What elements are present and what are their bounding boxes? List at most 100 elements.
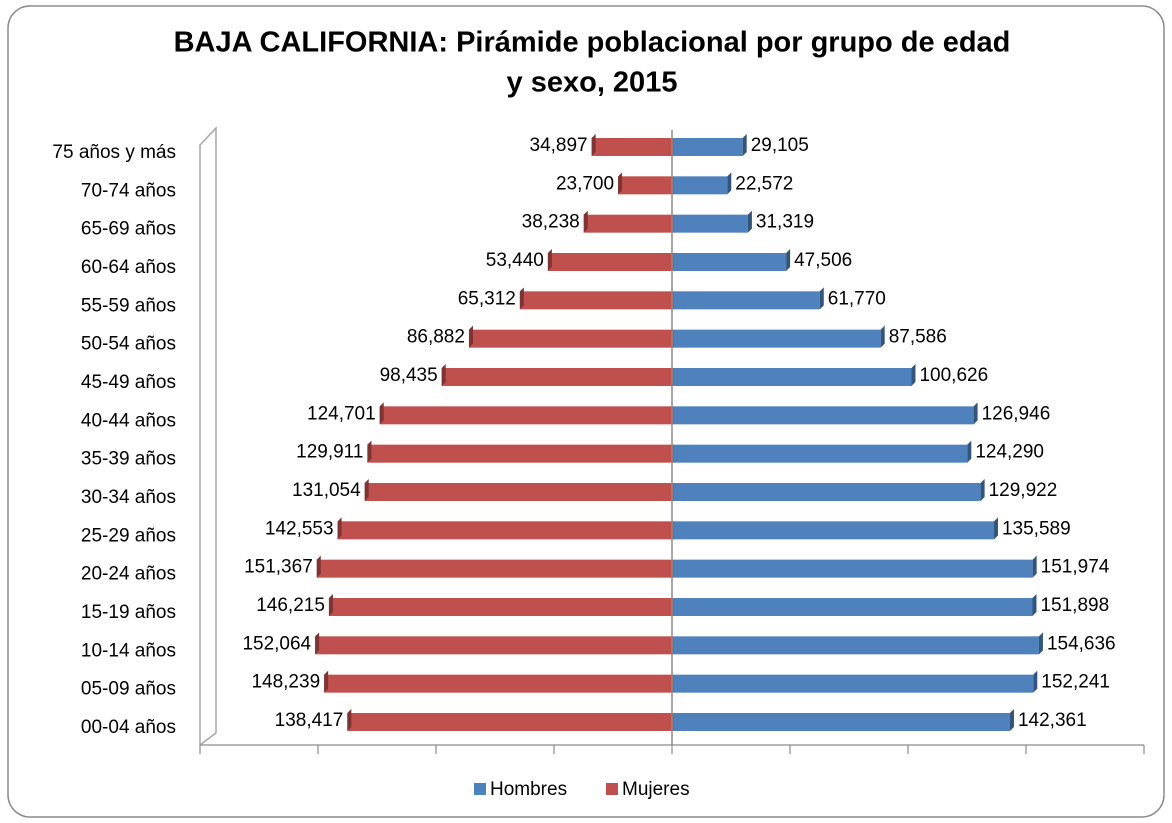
bar — [674, 291, 820, 310]
bar-side — [591, 134, 596, 156]
data-label: 100,626 — [919, 365, 988, 386]
bar-side — [519, 287, 524, 310]
data-label: 126,946 — [982, 403, 1051, 424]
legend-swatch — [474, 783, 486, 795]
bar — [674, 444, 968, 463]
data-label: 22,572 — [735, 173, 793, 194]
bar-side — [1038, 632, 1043, 655]
bar — [315, 636, 674, 655]
bar-side — [618, 172, 623, 195]
data-label: 142,361 — [1018, 710, 1087, 731]
data-label: 98,435 — [380, 365, 438, 386]
data-label: 131,054 — [292, 480, 361, 501]
bar-side — [1032, 555, 1037, 578]
bar — [364, 483, 674, 501]
data-label: 65,312 — [458, 288, 516, 309]
data-label: 61,770 — [828, 288, 886, 309]
bar — [674, 713, 1010, 731]
bar-side — [980, 479, 985, 501]
data-label: 129,911 — [296, 442, 363, 463]
data-label: 151,974 — [1041, 557, 1110, 578]
data-label: 29,105 — [751, 135, 809, 156]
bar-side — [337, 517, 342, 540]
bar-side — [547, 249, 552, 271]
bar — [618, 176, 674, 195]
y-tick-label: 05-09 años — [81, 679, 176, 700]
bar-side — [727, 172, 732, 195]
data-label: 151,367 — [244, 557, 313, 578]
y-tick-label: 20-24 años — [81, 564, 176, 585]
data-label: 129,922 — [989, 480, 1058, 501]
data-label: 151,898 — [1040, 595, 1109, 616]
y-tick-label: 60-64 años — [81, 257, 176, 278]
bar-side — [1033, 670, 1038, 693]
bar — [547, 253, 674, 271]
bar-side — [347, 709, 352, 731]
data-label: 31,319 — [756, 212, 814, 233]
bar — [674, 406, 974, 425]
bar — [674, 598, 1033, 616]
y-tick-label: 00-04 años — [81, 717, 176, 738]
bar-side — [316, 555, 321, 578]
bar-side — [583, 210, 588, 233]
bar-side — [1009, 709, 1014, 731]
bar — [583, 214, 674, 233]
chart-title: BAJA CALIFORNIA: Pirámide poblacional po… — [174, 27, 1011, 59]
bar-side — [1032, 594, 1037, 616]
bar — [674, 214, 748, 233]
bar — [367, 444, 674, 463]
bar-side — [747, 210, 752, 233]
data-label: 152,241 — [1041, 672, 1110, 693]
bar — [674, 329, 881, 348]
bar — [379, 406, 674, 425]
bar-side — [364, 479, 369, 501]
bar-side — [880, 325, 885, 348]
data-label: 124,290 — [975, 442, 1044, 463]
data-label: 135,589 — [1002, 518, 1071, 539]
data-label: 152,064 — [242, 633, 311, 654]
bar-side — [967, 440, 972, 463]
y-tick-label: 50-54 años — [81, 334, 176, 355]
bar — [674, 138, 743, 156]
bar-side — [441, 364, 446, 386]
bar — [674, 559, 1033, 578]
bar-side — [911, 364, 916, 386]
y-tick-label: 55-59 años — [81, 295, 176, 316]
bar — [441, 368, 674, 386]
bar-side — [742, 134, 747, 156]
y-tick-label: 65-69 años — [81, 219, 176, 240]
bar-side — [973, 402, 978, 425]
y-tick-label: 40-44 años — [81, 410, 176, 431]
data-label: 124,701 — [307, 403, 376, 424]
bar-side — [315, 632, 320, 655]
y-tick-label: 70-74 años — [81, 180, 176, 201]
bar — [674, 636, 1039, 655]
bar — [468, 329, 674, 348]
data-label: 23,700 — [556, 173, 614, 194]
bar — [674, 521, 994, 540]
chart-title: y sexo, 2015 — [507, 67, 678, 99]
bar — [347, 713, 674, 731]
bar — [337, 521, 674, 540]
data-label: 34,897 — [530, 135, 588, 156]
data-label: 53,440 — [486, 250, 544, 271]
y-tick-label: 45-49 años — [81, 372, 176, 393]
bar-side — [993, 517, 998, 540]
y-tick-label: 35-39 años — [81, 449, 176, 470]
axis-wall — [199, 126, 217, 746]
bar-side — [324, 670, 329, 693]
data-label: 47,506 — [794, 250, 852, 271]
data-label: 138,417 — [275, 710, 344, 731]
bar-side — [819, 287, 824, 310]
bar — [674, 368, 912, 386]
data-label: 146,215 — [256, 595, 325, 616]
y-tick-label: 30-34 años — [81, 487, 176, 508]
bar — [328, 598, 674, 616]
data-label: 148,239 — [251, 672, 320, 693]
bar — [674, 674, 1034, 693]
bar-side — [367, 440, 372, 463]
bar — [674, 483, 981, 501]
bar — [519, 291, 674, 310]
